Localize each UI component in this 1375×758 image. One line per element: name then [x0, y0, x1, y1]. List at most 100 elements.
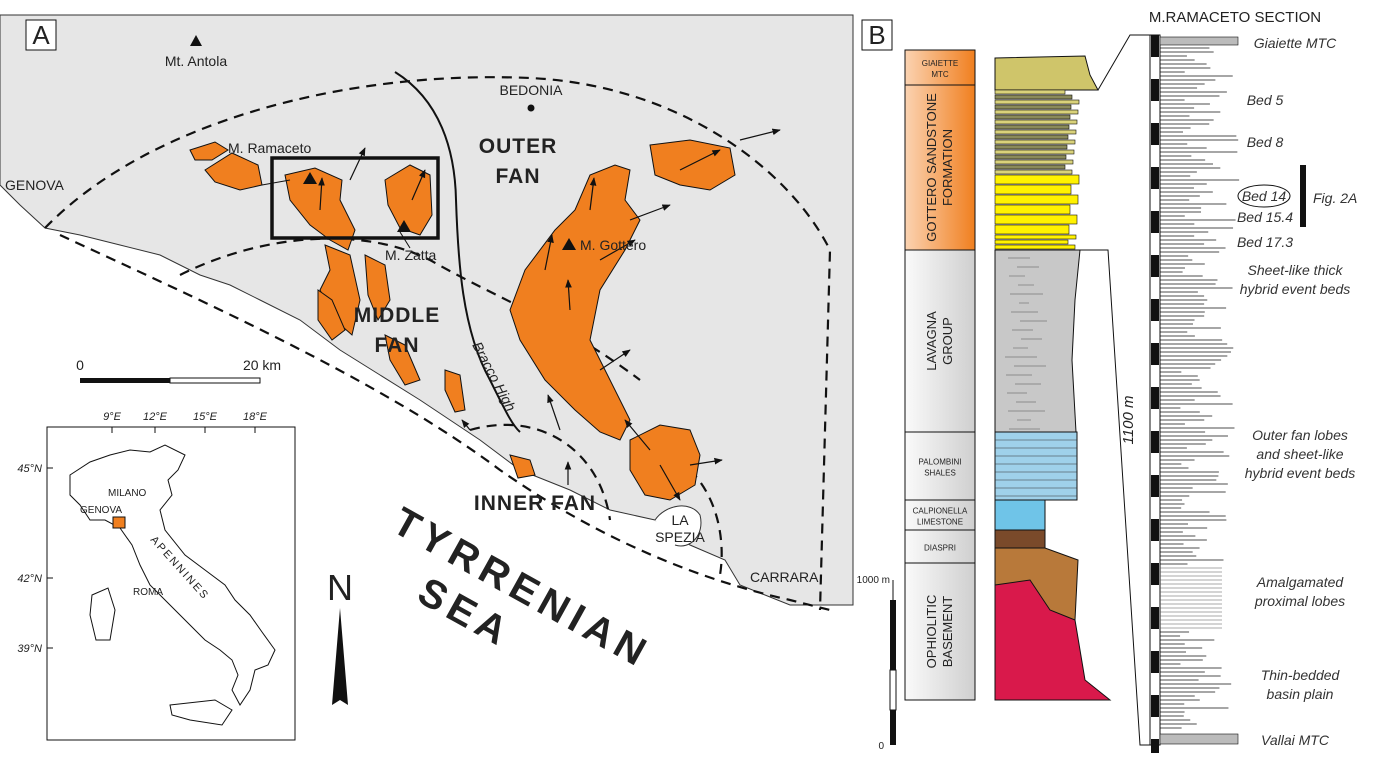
giaiette-mtc [995, 56, 1098, 90]
scale-bar [890, 670, 896, 710]
lon-label: 9°E [103, 411, 122, 423]
diaspri [995, 530, 1045, 548]
calpionella-limestone [995, 500, 1045, 530]
bed [995, 135, 1068, 139]
bed [995, 205, 1070, 214]
fig-ref: Fig. 2A [1313, 190, 1357, 206]
panel-a: Mt. Antola BEDONIA GENOVA M. Ramaceto M.… [0, 15, 853, 740]
bed [995, 175, 1079, 184]
lon-label: 12°E [143, 411, 168, 423]
connector [1080, 250, 1150, 745]
section-bar [1151, 431, 1159, 453]
line: basin plain [1267, 686, 1334, 702]
bed [995, 185, 1071, 194]
scale-bar [80, 378, 170, 383]
bed-label: Bed 17.3 [1237, 234, 1293, 250]
unit-label: GROUP [940, 317, 955, 365]
bed [995, 90, 1065, 94]
section-title: M.RAMACETO SECTION [1149, 9, 1321, 26]
bed [995, 145, 1067, 149]
mtc-bed [1160, 734, 1238, 744]
city-label: ROMA [133, 587, 163, 598]
unit-label: CALPIONELLA [913, 507, 968, 516]
thickness-label: 1100 m [1120, 396, 1137, 445]
unit-label: SHALES [924, 469, 956, 478]
section-bar [1151, 299, 1159, 321]
bed [995, 245, 1075, 249]
lon-label: 18°E [243, 411, 268, 423]
fan-label: INNER FAN [474, 492, 596, 515]
bed [995, 100, 1079, 104]
section-log [1151, 35, 1239, 753]
bed-label: Bed 5 [1247, 92, 1284, 108]
bed-label: Giaiette MTC [1254, 35, 1337, 51]
unit-label: BASEMENT [940, 596, 955, 668]
scale-label: 20 km [243, 357, 281, 373]
lavagna-shale [995, 250, 1080, 432]
bed [995, 165, 1065, 169]
unit-label: FORMATION [940, 129, 955, 206]
section-bar [1151, 343, 1159, 365]
line: Outer fan lobes [1252, 427, 1348, 443]
line: FAN [375, 334, 420, 357]
section-bar [1151, 695, 1159, 717]
bed [995, 125, 1069, 129]
bed [995, 130, 1076, 134]
section-bar [1151, 607, 1159, 629]
figure: Mt. Antola BEDONIA GENOVA M. Ramaceto M.… [0, 0, 1375, 753]
panel-label: A [32, 20, 50, 50]
bed [995, 140, 1075, 144]
bed [995, 160, 1073, 164]
place-label: CARRARA [750, 569, 819, 585]
unit-label: GOTTERO SANDSTONE [924, 93, 939, 242]
line: Thin-bedded [1261, 667, 1341, 683]
line: SPEZIA [655, 529, 705, 545]
section-bar [1151, 563, 1159, 585]
bed-label: Bed 8 [1247, 134, 1284, 150]
section-bar [1151, 739, 1159, 753]
bed [995, 95, 1072, 99]
study-area-marker [113, 517, 125, 528]
line: hybrid event beds [1240, 281, 1351, 297]
lon-label: 15°E [193, 411, 218, 423]
place-label: GENOVA [5, 177, 65, 193]
city-label: GENOVA [80, 505, 122, 516]
bed [995, 110, 1078, 114]
bed-label: Bed 15.4 [1237, 209, 1293, 225]
scale-label: 0 [76, 357, 84, 373]
fig-ref-bar [1300, 165, 1306, 227]
bed [995, 170, 1072, 174]
facies-label: Amalgamatedproximal lobes [1254, 574, 1345, 609]
unit-label: PALOMBINI [919, 458, 962, 467]
bed [995, 195, 1078, 204]
section-bar [1151, 79, 1159, 101]
line: LA [671, 512, 689, 528]
north-arrow [332, 608, 348, 705]
bed [995, 105, 1071, 109]
scale-bar [170, 378, 260, 383]
connector [1098, 35, 1150, 90]
section-bar [1151, 123, 1159, 145]
section-bar [1151, 519, 1159, 541]
line: MIDDLE [354, 304, 441, 327]
bed [995, 235, 1076, 239]
palombini-shales [995, 432, 1077, 500]
unit-label: GIAIETTE [922, 59, 958, 68]
inset-map: 9°E 12°E 15°E 18°E 45°N 42°N 39°N MILANO… [17, 411, 295, 740]
bed [995, 215, 1077, 224]
town [528, 105, 535, 112]
section-bar [1151, 35, 1159, 57]
sandstone-beds [995, 90, 1079, 249]
line: OUTER [479, 135, 558, 158]
line: hybrid event beds [1245, 465, 1356, 481]
place-label: M. Gottero [580, 237, 646, 253]
section-bar [1151, 651, 1159, 673]
bed [995, 240, 1068, 244]
place-label: Mt. Antola [165, 53, 227, 69]
unit-label: LAVAGNA [924, 311, 939, 371]
lat-label: 42°N [17, 573, 42, 585]
